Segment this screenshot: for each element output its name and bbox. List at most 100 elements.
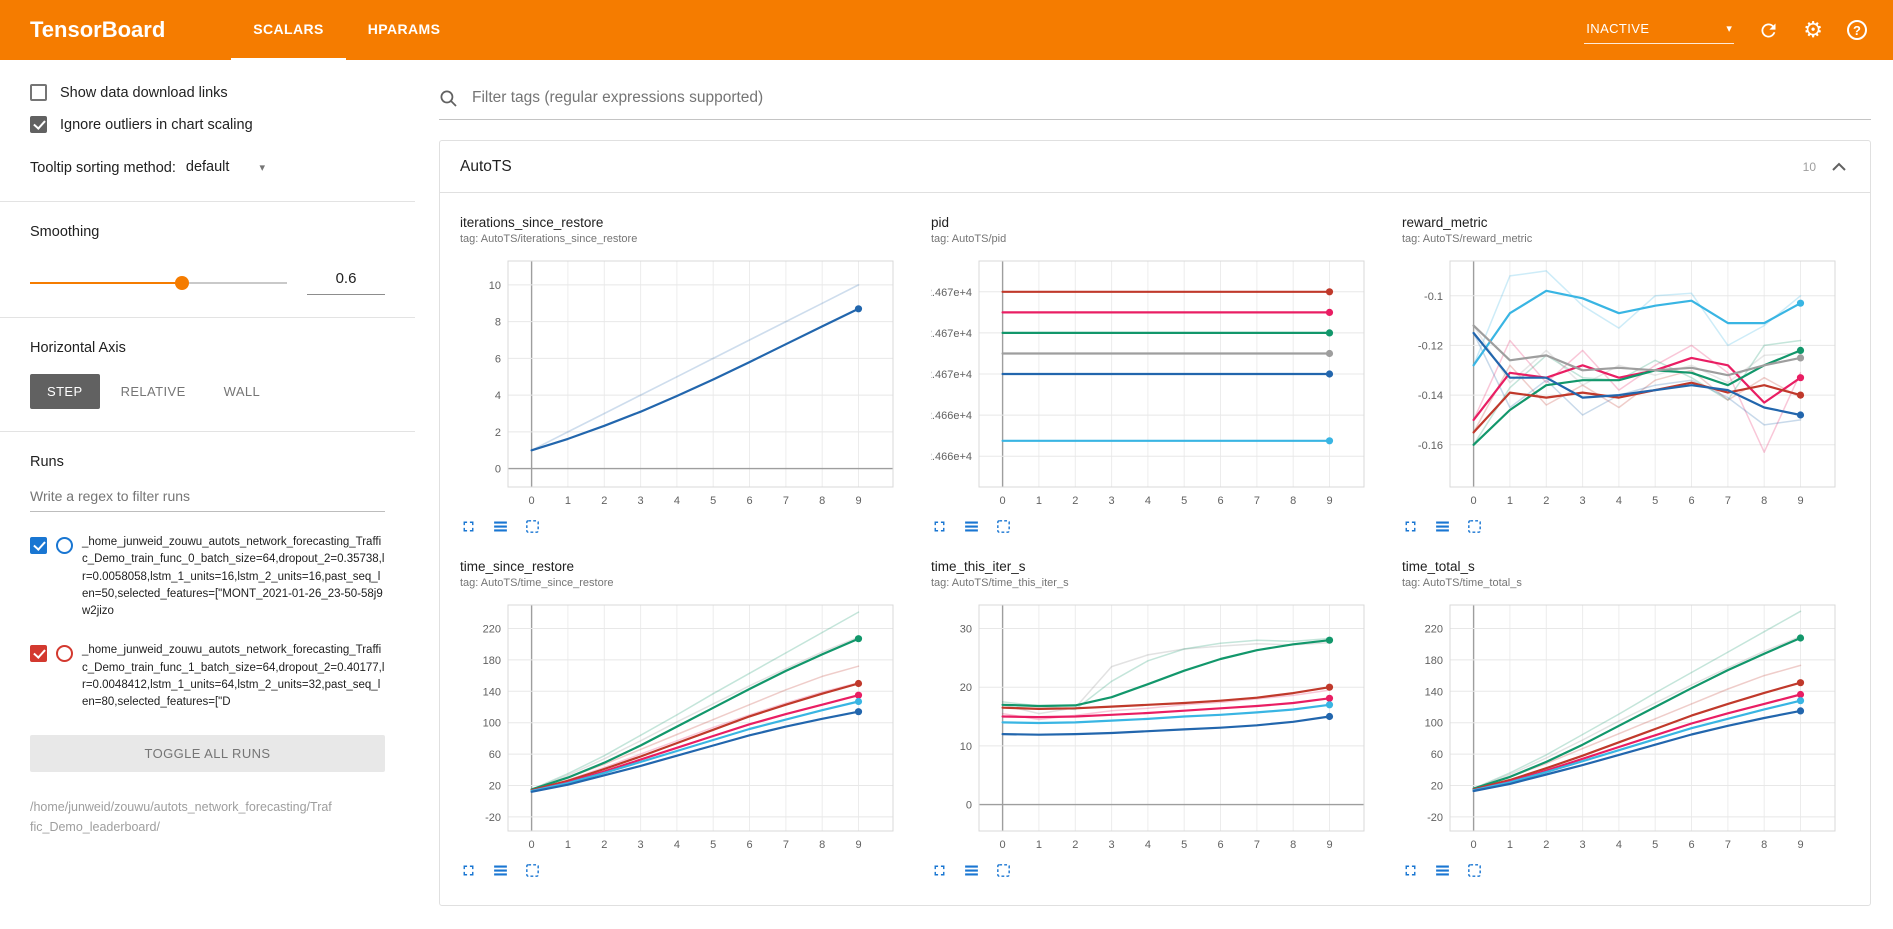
svg-text:7: 7 (1725, 839, 1731, 851)
runs-selector-icon[interactable] (492, 862, 509, 879)
fit-domain-icon[interactable] (995, 862, 1012, 879)
run-checkbox[interactable] (30, 537, 47, 554)
slider-fill (30, 281, 182, 284)
tooltip-sorting-label: Tooltip sorting method: (30, 160, 176, 176)
run-checkbox[interactable] (30, 645, 47, 663)
fit-domain-icon[interactable] (1466, 862, 1483, 879)
settings-gear-icon[interactable]: ⚙ (1803, 17, 1823, 42)
fit-domain-icon[interactable] (1466, 518, 1483, 535)
status-dropdown-value: INACTIVE (1586, 20, 1650, 36)
svg-text:9: 9 (855, 495, 861, 507)
expand-chart-icon[interactable] (1402, 518, 1419, 535)
line-chart[interactable]: 0 1 2 3 4 5 6 7 8 9 0 10 20 30 (931, 597, 1376, 857)
tooltip-sorting-dropdown[interactable]: default ▾ (186, 159, 265, 177)
tab-hparams[interactable]: HPARAMS (367, 21, 441, 37)
expand-chart-icon[interactable] (1402, 862, 1419, 879)
chart-toolbar (931, 862, 1376, 879)
fit-domain-icon[interactable] (524, 518, 541, 535)
smoothing-value-input[interactable]: 0.6 (307, 270, 385, 295)
line-chart[interactable]: 0 1 2 3 4 5 6 7 8 9 0 2 4 6 8 10 (460, 253, 905, 513)
runs-section: Runs _home_junweid_zouwu_autots_network_… (0, 432, 415, 859)
axis-button-wall[interactable]: WALL (223, 384, 261, 399)
expand-chart-icon[interactable] (931, 862, 948, 879)
checkbox[interactable] (30, 84, 47, 101)
card-header[interactable]: AutoTS 10 (440, 141, 1870, 193)
svg-text:1: 1 (1036, 495, 1042, 507)
svg-text:8: 8 (819, 839, 825, 851)
run-radio[interactable] (56, 645, 73, 663)
svg-text:2.466e+4: 2.466e+4 (931, 451, 972, 463)
svg-text:5: 5 (1652, 839, 1658, 851)
axis-button-relative[interactable]: RELATIVE (120, 384, 186, 399)
chart-card-time-total: time_total_s tag: AutoTS/time_total_s 0 1… (1402, 559, 1847, 879)
runs-selector-icon[interactable] (1434, 518, 1451, 535)
fit-domain-icon[interactable] (995, 518, 1012, 535)
line-chart[interactable]: 0 1 2 3 4 5 6 7 8 9 -20 20 60 100 140 180 220 (460, 597, 905, 857)
svg-text:180: 180 (1425, 655, 1443, 667)
chart-title: reward_metric (1402, 215, 1488, 230)
svg-text:4: 4 (495, 390, 501, 402)
svg-text:7: 7 (1725, 495, 1731, 507)
runs-label: Runs (30, 454, 64, 470)
toggle-all-runs-button[interactable]: TOGGLE ALL RUNS (30, 735, 385, 773)
line-chart[interactable]: 0 1 2 3 4 5 6 7 8 9 -0.16 -0.14 -0.12 -0.1 (1402, 253, 1847, 513)
smoothing-slider[interactable] (30, 275, 287, 290)
runs-selector-icon[interactable] (963, 862, 980, 879)
search-icon (439, 89, 458, 108)
svg-text:5: 5 (1181, 839, 1187, 851)
expand-chart-icon[interactable] (460, 518, 477, 535)
svg-text:6: 6 (1217, 495, 1223, 507)
run-radio[interactable] (56, 537, 73, 554)
run-item[interactable]: _home_junweid_zouwu_autots_network_forec… (30, 534, 385, 620)
svg-text:8: 8 (1290, 495, 1296, 507)
chart-title: time_total_s (1402, 559, 1475, 574)
smoothing-label: Smoothing (30, 224, 100, 240)
runs-selector-icon[interactable] (492, 518, 509, 535)
option-ignore-outliers[interactable]: Ignore outliers in chart scaling (30, 116, 385, 133)
checkbox[interactable] (30, 116, 47, 133)
svg-text:8: 8 (819, 495, 825, 507)
status-dropdown[interactable]: INACTIVE ▾ (1584, 17, 1735, 44)
svg-text:9: 9 (1326, 839, 1332, 851)
runs-selector-icon[interactable] (1434, 862, 1451, 879)
horizontal-axis-section: Horizontal Axis STEP RELATIVE WALL (0, 318, 415, 431)
option-show-download-links[interactable]: Show data download links (30, 84, 385, 101)
svg-text:2: 2 (1072, 495, 1078, 507)
svg-text:2: 2 (601, 495, 607, 507)
svg-text:2.467e+4: 2.467e+4 (931, 328, 972, 340)
slider-thumb[interactable] (174, 275, 189, 290)
run-item[interactable]: _home_junweid_zouwu_autots_network_forec… (30, 642, 385, 711)
smoothing-section: Smoothing 0.6 (0, 202, 415, 317)
line-chart[interactable]: 0 1 2 3 4 5 6 7 8 9 -20 20 60 100 140 180 220 (1402, 597, 1847, 857)
fit-domain-icon[interactable] (524, 862, 541, 879)
caret-down-icon: ▾ (1726, 22, 1733, 35)
chart-toolbar (460, 862, 905, 879)
expand-chart-icon[interactable] (931, 518, 948, 535)
svg-text:6: 6 (746, 495, 752, 507)
svg-text:1: 1 (565, 839, 571, 851)
line-chart[interactable]: 0 1 2 3 4 5 6 7 8 9 2.467e+4 2.467e+4 2.467e+4 2.466e… (926, 253, 1376, 513)
svg-text:8: 8 (1761, 495, 1767, 507)
svg-text:-0.1: -0.1 (1424, 291, 1443, 303)
refresh-icon[interactable] (1758, 20, 1779, 41)
chart-toolbar (931, 518, 1376, 535)
collapse-section-button[interactable] (1828, 158, 1850, 175)
svg-text:7: 7 (1254, 495, 1260, 507)
top-tabs: SCALARS HPARAMS (231, 0, 462, 60)
charts-grid: iterations_since_restore tag: AutoTS/ite… (440, 193, 1870, 905)
svg-text:180: 180 (483, 655, 501, 667)
expand-chart-icon[interactable] (460, 862, 477, 879)
tag-filter-input[interactable] (470, 88, 1871, 108)
axis-button-step[interactable]: STEP (30, 374, 100, 409)
runs-filter-input[interactable] (30, 480, 385, 512)
svg-text:1: 1 (1507, 495, 1513, 507)
runs-selector-icon[interactable] (963, 518, 980, 535)
divider (0, 317, 415, 318)
svg-text:5: 5 (1181, 495, 1187, 507)
divider (0, 201, 415, 202)
svg-text:3: 3 (1580, 839, 1586, 851)
help-icon[interactable]: ? (1847, 20, 1867, 40)
svg-text:5: 5 (710, 495, 716, 507)
run-label: _home_junweid_zouwu_autots_network_forec… (82, 644, 385, 708)
tab-scalars[interactable]: SCALARS (231, 0, 346, 60)
